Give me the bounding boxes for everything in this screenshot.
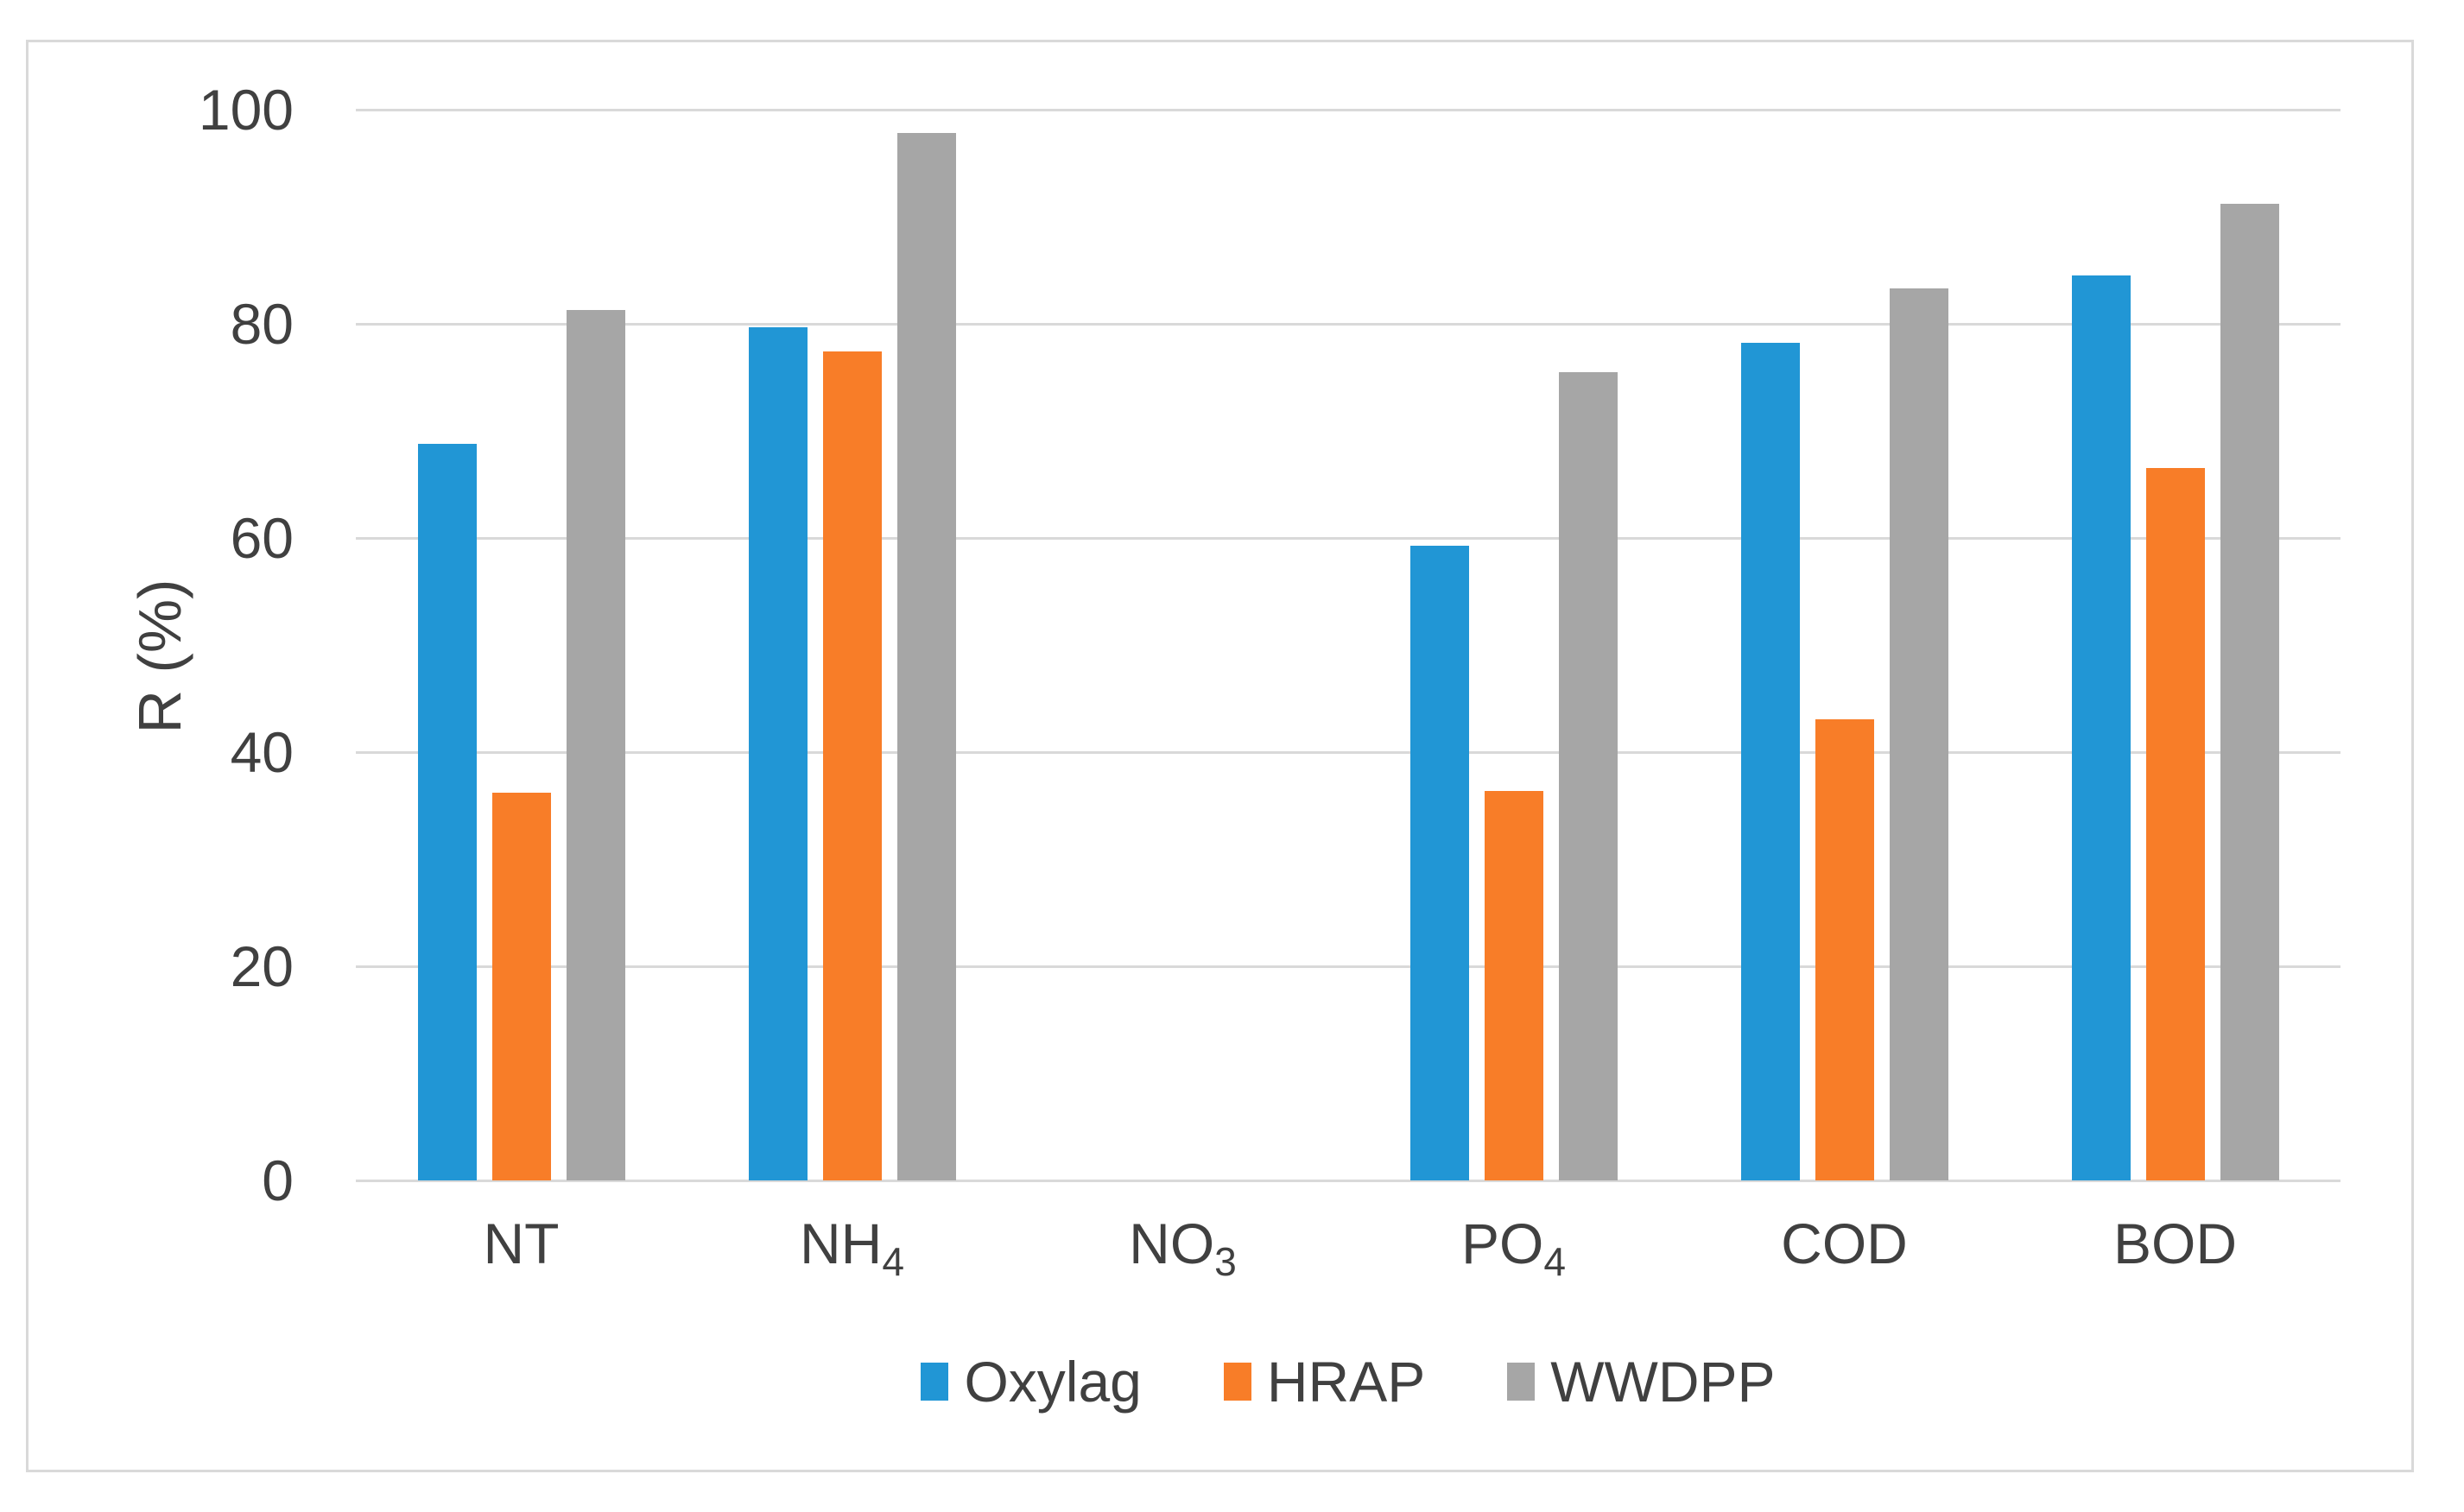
bar-hrap-BOD <box>2145 468 2205 1180</box>
y-tick-label-20: 20 <box>230 934 294 998</box>
bar-group-BOD <box>2010 110 2340 1180</box>
gridline-0 <box>356 1179 2340 1182</box>
legend-label-hrap: HRAP <box>1266 1350 1426 1414</box>
y-tick-label-40: 40 <box>230 720 294 784</box>
legend-swatch-oxylag <box>921 1363 949 1401</box>
category-label-NT: NT <box>483 1211 560 1275</box>
legend-label-wwdpp: WWDPP <box>1550 1350 1776 1414</box>
bar-wwdpp-NT <box>566 309 625 1180</box>
bar-group-NH4 <box>687 110 1017 1180</box>
bar-oxylag-COD <box>1740 343 1800 1180</box>
bar-wwdpp-PO4 <box>1558 371 1618 1180</box>
category-label-BOD: BOD <box>2112 1211 2238 1275</box>
category-label-PO4: PO4 <box>1460 1211 1567 1285</box>
bar-group-NT <box>356 110 687 1180</box>
legend-swatch-wwdpp <box>1507 1363 1536 1401</box>
legend-item-hrap: HRAP <box>1223 1349 1426 1414</box>
legend-label-oxylag: Oxylag <box>964 1350 1142 1414</box>
legend-item-wwdpp: WWDPP <box>1507 1349 1776 1414</box>
bar-wwdpp-COD <box>1889 288 1948 1180</box>
bar-oxylag-NH4 <box>748 326 808 1180</box>
legend: Oxylag HRAP WWDPP <box>356 1349 2340 1414</box>
gridline-20 <box>356 965 2340 968</box>
bar-group-PO4 <box>1348 110 1679 1180</box>
legend-item-oxylag: Oxylag <box>921 1349 1142 1414</box>
bar-group-COD <box>1679 110 2010 1180</box>
bar-oxylag-PO4 <box>1409 545 1469 1180</box>
y-axis-title: R (%) <box>126 579 193 734</box>
gridline-60 <box>356 536 2340 540</box>
category-label-NH4: NH4 <box>799 1211 904 1285</box>
figure-border <box>26 40 2414 1472</box>
bar-oxylag-NT <box>417 443 477 1180</box>
bar-wwdpp-NH4 <box>896 133 956 1180</box>
category-label-COD: COD <box>1781 1211 1908 1275</box>
gridline-40 <box>356 750 2340 754</box>
plot-area <box>356 108 2340 1182</box>
gridline-100 <box>356 108 2340 111</box>
y-tick-label-60: 60 <box>230 506 294 570</box>
bar-hrap-NH4 <box>822 351 882 1180</box>
gridline-80 <box>356 322 2340 326</box>
bar-group-NO3 <box>1017 110 1348 1180</box>
bar-hrap-PO4 <box>1484 790 1543 1180</box>
bar-hrap-COD <box>1815 718 1874 1180</box>
bar-hrap-NT <box>491 793 551 1180</box>
y-tick-label-80: 80 <box>230 292 294 356</box>
bar-wwdpp-BOD <box>2220 204 2279 1180</box>
bar-oxylag-BOD <box>2071 275 2131 1180</box>
legend-swatch-hrap <box>1223 1363 1251 1401</box>
y-tick-label-100: 100 <box>198 78 294 142</box>
category-label-NO3: NO3 <box>1129 1211 1237 1285</box>
y-tick-label-0: 0 <box>262 1148 294 1212</box>
